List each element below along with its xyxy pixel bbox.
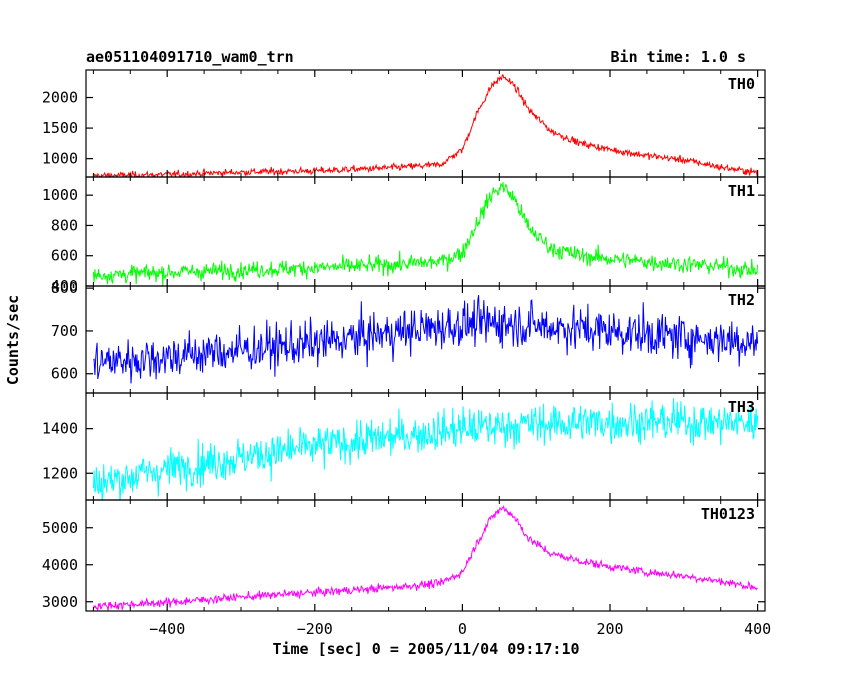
- chart-title: ae051104091710_wam0_trn: [86, 48, 294, 66]
- panel-th1: TH1 400 600 800 1000: [42, 176, 766, 295]
- y-tick-label: 800: [51, 216, 78, 234]
- y-tick-label: 1400: [42, 420, 78, 438]
- x-tick-label: 200: [596, 620, 623, 638]
- y-tick-label: 700: [51, 322, 78, 340]
- y-tick-label: 1000: [42, 150, 78, 168]
- x-tick-label: 0: [458, 620, 467, 638]
- y-tick-label: 4000: [42, 556, 78, 574]
- series-label: TH0: [728, 75, 755, 93]
- series-label: TH1: [728, 182, 755, 200]
- y-tick-label: 1000: [42, 186, 78, 204]
- y-tick-label: 5000: [42, 519, 78, 537]
- panel-th0: TH0 1000 1500 2000: [42, 69, 766, 178]
- series-label: TH2: [728, 291, 755, 309]
- y-axis-label: Counts/sec: [4, 295, 22, 385]
- series-label: TH0123: [701, 505, 755, 523]
- panel-frame: [85, 499, 766, 612]
- series-line-th2: [93, 295, 759, 384]
- bin-time-label: Bin time: 1.0 s: [611, 48, 746, 66]
- y-tick-label: 800: [51, 279, 78, 297]
- panel-th3: TH3 1200 1400: [42, 392, 766, 501]
- panel-th2: TH2 600 700 800: [51, 279, 766, 394]
- panel-frame: [85, 392, 766, 501]
- panel-th0123: TH0123 3000 4000 5000: [42, 499, 766, 612]
- series-line-th0123: [92, 505, 758, 611]
- x-axis-label: Time [sec] 0 = 2005/11/04 09:17:10: [272, 640, 579, 658]
- x-tick-label: −400: [149, 620, 185, 638]
- y-tick-label: 1200: [42, 464, 78, 482]
- x-tick-label: −200: [297, 620, 333, 638]
- x-tick-label: 400: [744, 620, 771, 638]
- series-line-th1: [92, 182, 759, 286]
- panel-frame: [85, 69, 766, 178]
- y-tick-label: 600: [51, 365, 78, 383]
- series-label: TH3: [728, 398, 755, 416]
- y-tick-label: 2000: [42, 89, 78, 107]
- y-tick-label: 400: [51, 277, 78, 295]
- y-tick-label: 3000: [42, 593, 78, 611]
- chart-panels: TH0 1000 1500 2000 TH1 400 600 800 1000 TH2 600 700…: [42, 69, 766, 612]
- series-line-th0: [93, 74, 759, 177]
- x-axis-ticks: −400 −200 0 200 400: [149, 620, 771, 638]
- series-line-th3: [92, 398, 759, 500]
- y-tick-label: 600: [51, 247, 78, 265]
- y-tick-label: 1500: [42, 119, 78, 137]
